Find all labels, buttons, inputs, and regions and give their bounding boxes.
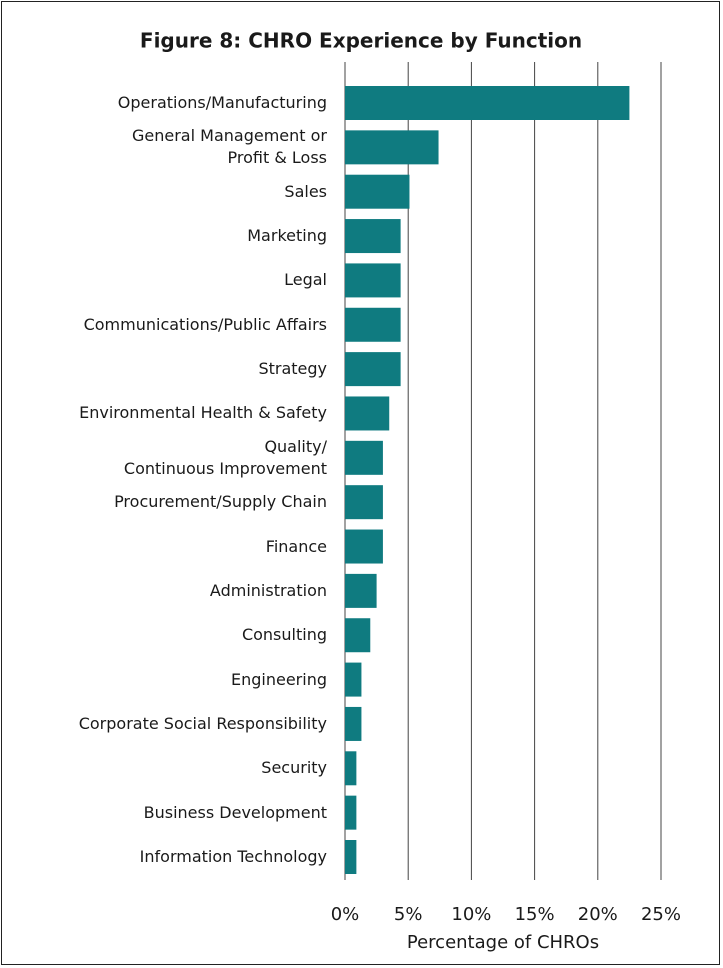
bar	[345, 706, 362, 741]
y-tick-label: Information Technology	[139, 847, 327, 866]
bar	[345, 396, 390, 431]
x-tick-label: 20%	[578, 904, 618, 925]
x-axis-label: Percentage of CHROs	[407, 932, 599, 953]
y-tick-label: Engineering	[231, 669, 327, 689]
bar	[345, 573, 377, 608]
y-tick-label: Operations/Manufacturing	[117, 93, 327, 112]
y-tick-label: Environmental Health & Safety	[79, 403, 327, 423]
y-tick-label: Business Development	[143, 802, 327, 822]
bar	[345, 485, 383, 520]
x-tick-label: 25%	[641, 904, 681, 925]
y-tick-label: Finance	[265, 536, 327, 556]
y-tick-label: Legal	[284, 270, 327, 290]
chart-title: Figure 8: CHRO Experience by Function	[140, 29, 582, 53]
y-tick-label: Strategy	[258, 359, 327, 379]
x-tick-label: 15%	[515, 904, 555, 925]
bar	[345, 174, 410, 209]
bar	[345, 86, 630, 120]
y-tick-label: Corporate Social Responsibility	[78, 713, 327, 733]
y-tick-label: Security	[261, 758, 327, 778]
bar	[345, 618, 371, 653]
x-tick-label: 5%	[394, 904, 423, 925]
y-tick-label: Administration	[209, 580, 327, 600]
bar	[345, 130, 439, 165]
bar	[345, 840, 357, 874]
y-tick-label: General Management or Profit & Loss	[132, 126, 327, 168]
y-tick-label: Sales	[284, 181, 327, 201]
bar	[345, 263, 401, 298]
y-tick-label: Procurement/Supply Chain	[114, 492, 327, 512]
y-tick-label: Consulting	[241, 625, 327, 645]
y-tick-label: Quality/ Continuous Improvement	[123, 436, 327, 478]
x-tick-label: 0%	[331, 904, 360, 925]
y-tick-label: Communications/Public Affairs	[83, 314, 327, 334]
bar	[345, 529, 383, 564]
bar	[345, 795, 357, 830]
x-tick-label: 10%	[451, 904, 491, 925]
y-tick-label: Marketing	[247, 226, 327, 246]
bar	[345, 219, 401, 254]
bar	[345, 751, 357, 786]
bar	[345, 440, 383, 475]
bar	[345, 307, 401, 342]
bar	[345, 662, 362, 697]
bar	[345, 352, 401, 387]
